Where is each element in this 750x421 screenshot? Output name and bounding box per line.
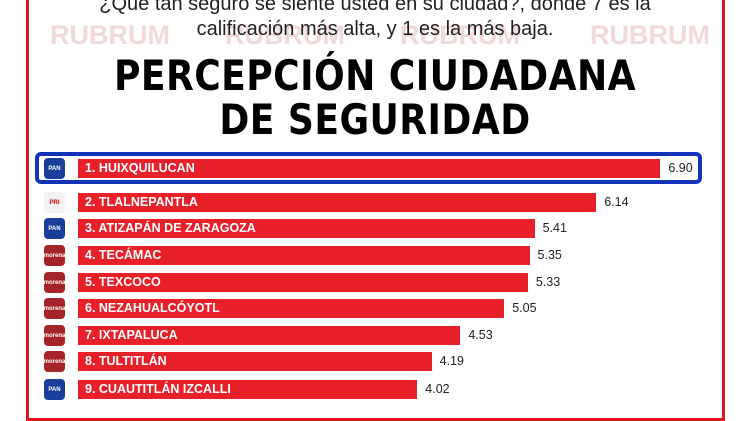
- party-logo-icon: morena: [44, 351, 65, 372]
- question-line-2: calificación más alta, y 1 es la más baj…: [196, 18, 554, 40]
- value-label: 4.02: [425, 382, 450, 396]
- bar: 1. HUIXQUILUCAN: [78, 159, 661, 178]
- highlight-box: [35, 152, 702, 184]
- party-logo-icon: PAN: [44, 218, 65, 239]
- bar: 4. TECÁMAC: [78, 246, 530, 265]
- watermark: RUBRUM: [50, 20, 170, 50]
- bar: 8. TULTITLÁN: [78, 352, 432, 371]
- chart-title-line-2: DE SEGURIDAD: [219, 95, 531, 144]
- bar: 3. ATIZAPÁN DE ZARAGOZA: [78, 219, 535, 238]
- bar-row: PAN 1. HUIXQUILUCAN 6.90: [0, 157, 750, 181]
- bar-row: PAN 3. ATIZAPÁN DE ZARAGOZA 5.41: [0, 217, 750, 241]
- value-label: 6.14: [604, 195, 629, 209]
- value-label: 5.33: [535, 275, 561, 289]
- party-logo-icon: morena: [44, 245, 65, 266]
- watermark: RUBRUM: [225, 20, 345, 50]
- value-label: 5.35: [537, 248, 562, 262]
- party-logo-icon: PAN: [44, 379, 65, 400]
- bar: 6. NEZAHUALCÓYOTL: [78, 299, 505, 318]
- bar: 9. CUAUTITLÁN IZCALLI: [78, 380, 418, 399]
- bar-row: morena 4. TECÁMAC 5.35: [0, 244, 750, 268]
- bar: 7. IXTAPALUCA: [78, 326, 461, 345]
- chart-title-line-1: PERCEPCIÓN CIUDADANA: [113, 51, 636, 100]
- bar-row: PRI 2. TLALNEPANTLA 6.14: [0, 191, 750, 215]
- watermark: RUBRUM: [590, 20, 710, 50]
- party-logo-icon: morena: [44, 298, 65, 319]
- bar-row: PAN 9. CUAUTITLÁN IZCALLI 4.02: [0, 378, 750, 402]
- bar: 2. TLALNEPANTLA: [78, 193, 597, 212]
- question-line-1: ¿Qué tan seguro se siente usted en su ci…: [99, 0, 651, 15]
- bar-row: morena 6. NEZAHUALCÓYOTL 5.05: [0, 297, 750, 321]
- bar-row: morena 7. IXTAPALUCA 4.53: [0, 324, 750, 348]
- party-logo-icon: morena: [44, 325, 65, 346]
- bar-row: morena 5. TEXCOCO 5.33: [0, 271, 750, 295]
- party-logo-icon: PRI: [44, 192, 65, 213]
- value-label: 5.05: [512, 301, 537, 315]
- value-label: 4.19: [439, 354, 464, 368]
- watermark: RUBRUM: [400, 20, 520, 50]
- party-logo-icon: PAN: [44, 158, 65, 179]
- value-label: 6.90: [668, 161, 693, 175]
- bar-row: morena 8. TULTITLÁN 4.19: [0, 350, 750, 374]
- party-logo-icon: morena: [44, 272, 65, 293]
- bar: 5. TEXCOCO: [78, 273, 528, 292]
- value-label: 5.41: [542, 221, 567, 235]
- value-label: 4.53: [468, 328, 493, 342]
